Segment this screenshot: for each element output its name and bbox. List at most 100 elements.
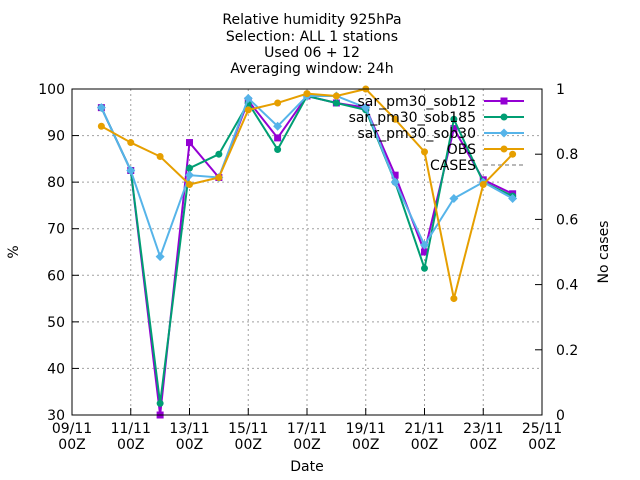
x-tick-label-time: 00Z	[470, 437, 497, 453]
plot-border	[71, 88, 543, 416]
x-tick-label-time: 00Z	[176, 437, 203, 453]
data-point	[509, 150, 517, 158]
x-tick-label-time: 00Z	[293, 437, 320, 453]
grid-lines	[72, 89, 542, 415]
data-point	[303, 90, 311, 98]
data-point	[126, 166, 136, 175]
y-tick-label: 100	[38, 82, 65, 98]
x-tick-label-time: 00Z	[528, 437, 555, 453]
x-tick-label-date: 25/11	[522, 421, 562, 437]
y2-tick-label: 1	[556, 82, 565, 98]
legend-marker	[500, 113, 508, 121]
y-tick-label: 70	[47, 222, 65, 238]
y2-axis-label: No cases	[596, 221, 612, 284]
legend-label: sar_pm30_sob30	[357, 126, 476, 142]
x-tick-label-date: 11/11	[111, 421, 151, 437]
y2-tick-label: 0.2	[556, 343, 578, 359]
legend-entry: CASES	[430, 158, 524, 174]
y2-tick-label: 0.8	[556, 147, 578, 163]
legend-entry: sar_pm30_sob12	[357, 94, 524, 110]
data-point	[186, 139, 193, 147]
y-tick-label: 60	[47, 268, 65, 284]
data-point	[479, 180, 487, 188]
y-tick-label: 40	[47, 361, 65, 377]
data-point	[156, 153, 164, 161]
data-point	[186, 164, 193, 172]
data-point	[391, 115, 399, 123]
y-axis-label: %	[6, 245, 22, 258]
legend-label: OBS	[447, 142, 476, 158]
x-tick-label-date: 09/11	[52, 421, 92, 437]
legend-label: sar_pm30_sob12	[357, 94, 476, 110]
y-tick-label: 30	[47, 408, 65, 424]
data-point	[155, 252, 165, 262]
data-point	[186, 180, 193, 188]
title-line-4: Averaging window: 24h	[230, 61, 393, 77]
legend-entry: sar_pm30_sob185	[349, 110, 524, 126]
data-point	[421, 148, 428, 156]
chart-title: Relative humidity 925hPa Selection: ALL …	[222, 12, 401, 77]
data-point	[127, 139, 135, 147]
data-point	[244, 106, 252, 114]
legend-entry: OBS	[447, 142, 524, 158]
y2-tick-label: 0.4	[556, 278, 578, 294]
y-tick-label: 90	[47, 129, 65, 145]
data-point	[449, 193, 459, 203]
data-point	[450, 295, 458, 303]
legend-marker	[500, 97, 508, 105]
data-point	[215, 150, 223, 158]
data-point	[420, 240, 429, 250]
x-tick-label-date: 13/11	[169, 421, 209, 437]
data-point	[96, 103, 106, 113]
data-point	[156, 399, 164, 407]
x-tick-label-time: 00Z	[411, 437, 438, 453]
x-tick-label-date: 21/11	[404, 421, 444, 437]
y-tick-label: 80	[47, 175, 65, 191]
y-axis-ticks: 30 40 50 60 70 80 90 100	[38, 82, 79, 424]
title-line-2: Selection: ALL 1 stations	[226, 29, 398, 45]
x-tick-label-date: 19/11	[346, 421, 386, 437]
series-4	[97, 85, 517, 303]
data-point	[421, 248, 428, 256]
x-tick-label-time: 00Z	[117, 437, 144, 453]
data-point	[450, 115, 458, 123]
y2-axis-ticks: 0 0.2 0.4 0.6 0.8 1	[535, 82, 578, 424]
series-layer	[96, 85, 518, 419]
title-line-1: Relative humidity 925hPa	[222, 12, 401, 28]
x-axis-label: Date	[290, 459, 323, 475]
data-point	[332, 92, 340, 100]
data-point	[97, 122, 105, 130]
data-point	[274, 146, 282, 154]
data-point	[273, 121, 283, 131]
y2-tick-label: 0.6	[556, 212, 578, 228]
x-tick-label-time: 00Z	[235, 437, 262, 453]
data-point	[391, 171, 399, 179]
legend-entry: sar_pm30_sob30	[357, 126, 524, 142]
y2-tick-label: 0	[556, 408, 565, 424]
legend-label: CASES	[430, 158, 476, 174]
legend-marker	[499, 128, 509, 138]
data-point	[450, 125, 458, 133]
data-point	[274, 134, 282, 142]
x-tick-label-date: 23/11	[463, 421, 503, 437]
x-tick-label-date: 15/11	[228, 421, 268, 437]
x-tick-label-date: 17/11	[287, 421, 327, 437]
data-point	[215, 173, 223, 181]
title-line-3: Used 06 + 12	[264, 45, 360, 61]
data-point	[332, 99, 340, 107]
data-point	[185, 170, 194, 180]
x-axis-ticks: 09/1100Z11/1100Z13/1100Z15/1100Z17/1100Z…	[52, 408, 562, 453]
data-point	[390, 177, 400, 187]
x-tick-label-time: 00Z	[58, 437, 85, 453]
y-tick-label: 50	[47, 315, 65, 331]
legend: sar_pm30_sob12sar_pm30_sob185sar_pm30_so…	[349, 94, 524, 174]
data-point	[361, 103, 371, 113]
data-point	[274, 99, 282, 107]
legend-label: sar_pm30_sob185	[349, 110, 476, 126]
data-point	[508, 193, 518, 203]
data-point	[243, 93, 253, 103]
legend-marker	[500, 145, 508, 153]
data-point	[421, 264, 428, 272]
x-tick-label-time: 00Z	[352, 437, 379, 453]
